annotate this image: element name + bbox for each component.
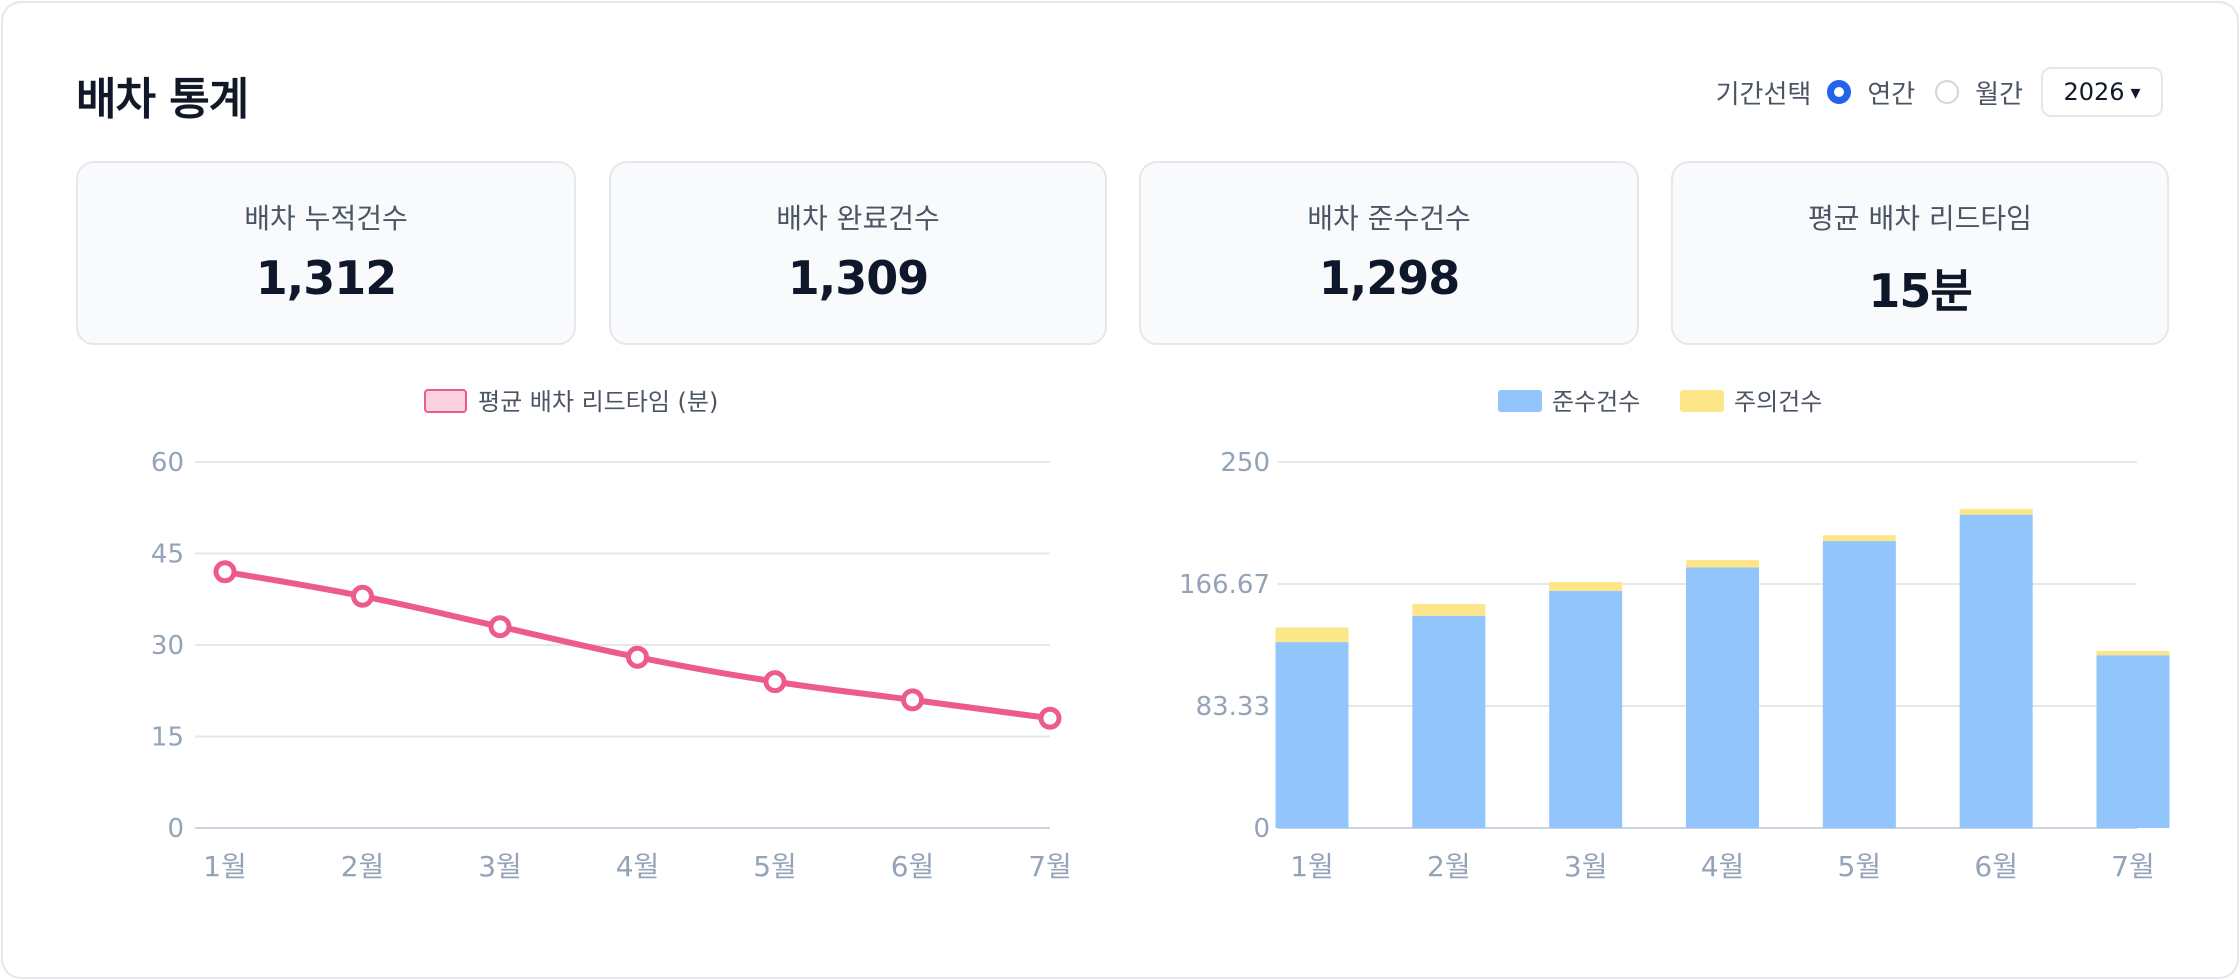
x-tick-label: 7월: [2111, 850, 2155, 883]
radio-monthly[interactable]: [1935, 80, 1960, 104]
stat-label: 평균 배차 리드타임: [1808, 202, 2032, 235]
x-tick-label: 4월: [1701, 850, 1745, 883]
legend-label: 주의건수: [1734, 388, 1822, 416]
stat-card-leadtime: 평균 배차 리드타임 15분: [1671, 161, 2169, 345]
x-tick-label: 5월: [1838, 850, 1882, 883]
y-tick-label: 166.67: [1179, 570, 1270, 600]
data-point: [1038, 706, 1062, 730]
y-tick-label: 15: [151, 723, 184, 753]
year-select[interactable]: 2026 ▾: [2041, 67, 2163, 117]
y-tick-label: 83.33: [1196, 692, 1270, 722]
data-point: [763, 670, 787, 694]
y-tick-label: 0: [1253, 814, 1270, 844]
radio-yearly[interactable]: [1827, 80, 1852, 104]
bar-caution: [2096, 650, 2170, 656]
radio-yearly-label[interactable]: 연간: [1867, 79, 1916, 110]
x-tick-label: 3월: [1564, 850, 1608, 883]
stat-card-compliant: 배차 준수건수 1,298: [1139, 161, 1639, 345]
stat-label: 배차 준수건수: [1307, 202, 1471, 235]
stat-value: 1,312: [255, 251, 398, 305]
bar-compliant: [1959, 514, 2033, 828]
bar-caution: [1686, 560, 1759, 568]
stat-value: 15분: [1868, 264, 1972, 318]
data-point: [901, 688, 924, 712]
bar-chart-svg: 0 83.33 166.67 250 1월 2월 3월 4월 5월 6월 7월 준수건수 주의건수: [1179, 388, 2170, 883]
legend-label: 평균 배차 리드타임 (분): [478, 388, 718, 416]
bar-caution: [1549, 582, 1623, 591]
x-tick-label: 1월: [1290, 850, 1334, 883]
stat-value: 1,309: [787, 251, 930, 305]
year-select-value: 2026: [2063, 78, 2125, 106]
page-title: 배차 통계: [76, 74, 249, 125]
x-tick-label: 4월: [616, 850, 660, 883]
x-tick-label: 7월: [1028, 850, 1072, 883]
data-point: [213, 560, 237, 584]
y-tick-label: 250: [1220, 448, 1270, 478]
period-selector: 기간선택 연간 월간 2026 ▾: [1716, 67, 2163, 117]
bar-compliant: [1822, 541, 1896, 828]
y-tick-label: 60: [151, 448, 184, 478]
legend-swatch: [1680, 390, 1724, 412]
legend-swatch: [424, 389, 467, 413]
y-tick-label: 0: [167, 814, 184, 844]
stat-card-completed: 배차 완료건수 1,309: [609, 161, 1107, 345]
bar-compliant: [1686, 567, 1759, 828]
chevron-down-icon: ▾: [2130, 80, 2141, 104]
x-tick-label: 2월: [341, 850, 385, 883]
stat-value: 1,298: [1318, 251, 1461, 305]
y-tick-label: 45: [151, 540, 184, 570]
data-point: [626, 645, 649, 669]
stat-label: 배차 완료건수: [776, 202, 940, 235]
stat-label: 배차 누적건수: [244, 202, 408, 235]
data-point: [488, 615, 512, 639]
x-tick-label: 6월: [891, 850, 935, 883]
bar-compliant: [1412, 615, 1486, 828]
bar-compliant: [1275, 642, 1349, 828]
bar-caution: [1959, 508, 2033, 515]
x-tick-label: 3월: [478, 850, 522, 883]
x-tick-label: 6월: [1974, 850, 2018, 883]
line-chart: 0 15 30 45 60 1월 2월 3월 4월 5월 6월 7월 평균 배차 리드타임 (분): [151, 388, 1072, 883]
x-tick-label: 1월: [203, 850, 247, 883]
bar-caution: [1275, 627, 1349, 643]
bar-compliant: [1549, 590, 1623, 828]
line-chart-svg: 0 15 30 45 60 1월 2월 3월 4월 5월 6월 7월 평균 배차 리드타임 (분): [151, 388, 1072, 883]
bar-compliant: [2096, 655, 2170, 828]
stat-card-total: 배차 누적건수 1,312: [76, 161, 576, 345]
bar-caution: [1412, 604, 1486, 616]
legend-label: 준수건수: [1552, 388, 1640, 416]
bar-chart: 0 83.33 166.67 250 1월 2월 3월 4월 5월 6월 7월 준수건수 주의건수: [1120, 0, 2240, 980]
data-point: [351, 584, 374, 608]
bar-caution: [1822, 535, 1896, 542]
x-tick-label: 2월: [1427, 850, 1471, 883]
y-tick-label: 30: [151, 631, 184, 661]
radio-monthly-label[interactable]: 월간: [1975, 79, 2023, 110]
period-label: 기간선택: [1715, 79, 1812, 110]
x-tick-label: 5월: [753, 850, 797, 883]
legend-swatch: [1498, 390, 1542, 412]
